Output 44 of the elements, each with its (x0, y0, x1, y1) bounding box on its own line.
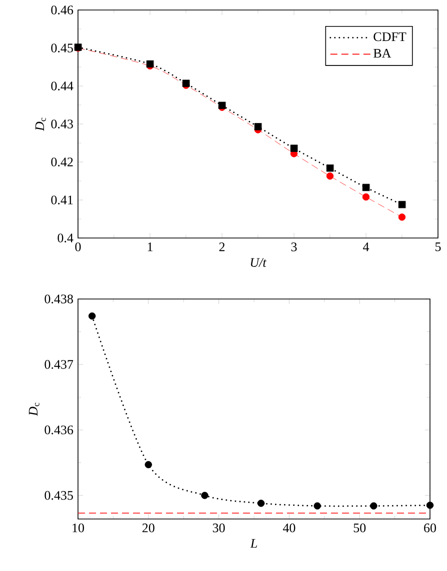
x-axis-title: U/t (250, 258, 267, 267)
point (201, 492, 208, 500)
x-tick-label: 30 (212, 524, 225, 532)
x-tick-label: 10 (72, 524, 84, 532)
x-tick-label: 0 (75, 242, 81, 252)
legend-label: BA (374, 48, 392, 58)
y-tick-label: 0.46 (51, 6, 74, 14)
point (88, 312, 96, 320)
x-tick-label: 50 (354, 524, 366, 532)
y-tick-label: 0.437 (44, 360, 74, 369)
y-tick-label: 0.45 (51, 44, 73, 52)
point (254, 123, 262, 130)
x-tick-label: 2 (219, 242, 225, 252)
x-tick-label: 40 (282, 524, 296, 532)
x-tick-label: 3 (291, 242, 297, 252)
x-tick-label: 60 (424, 524, 436, 532)
y-tick-label: 0.44 (51, 82, 74, 90)
y-tick-label: 0.41 (51, 196, 73, 204)
y-tick-label: 0.438 (44, 294, 73, 304)
x-axis-title: L (250, 539, 257, 548)
point (290, 144, 298, 152)
point (362, 184, 370, 192)
point (326, 164, 334, 172)
y-tick-label: 0.43 (51, 120, 73, 128)
point (398, 214, 406, 221)
y-tick-label: 0.42 (51, 158, 73, 166)
legend-label: CDFT (374, 32, 406, 42)
y-tick-label: 0.436 (44, 426, 74, 434)
point (362, 193, 370, 201)
point (426, 502, 434, 509)
y-tick-label: 0.435 (44, 491, 73, 500)
y-tick-label: 0.4 (58, 234, 74, 242)
x-tick-label: 20 (142, 524, 154, 532)
point (144, 461, 152, 468)
point (257, 500, 265, 507)
point (314, 502, 321, 510)
point (398, 200, 406, 208)
x-tick-label: 1 (148, 242, 152, 252)
x-tick-label: 4 (362, 242, 370, 252)
point (326, 172, 334, 180)
point (370, 502, 378, 510)
y-axis-title: D$_{c}$ (28, 402, 40, 416)
y-axis-title: D$_{c}$ (35, 118, 46, 132)
x-tick-label: 5 (435, 242, 441, 252)
